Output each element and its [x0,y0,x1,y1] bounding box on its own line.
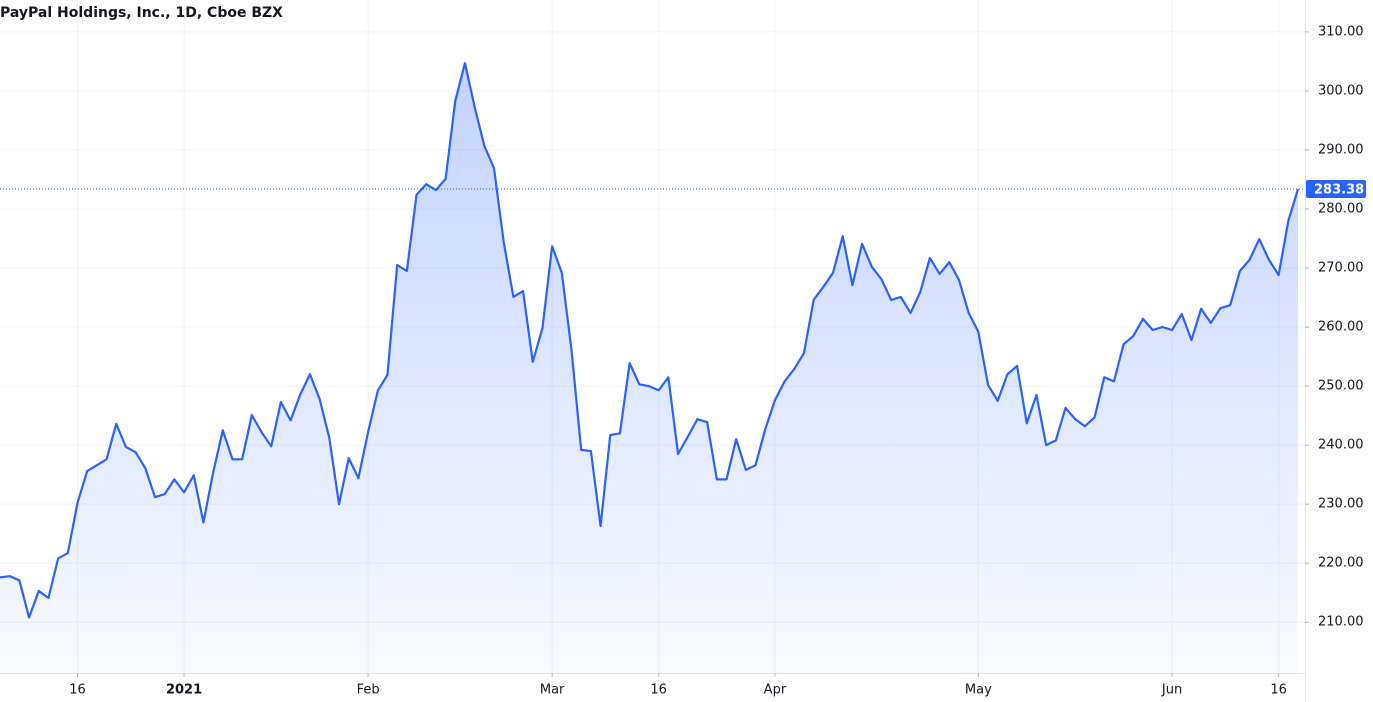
x-tick-label: 16 [650,683,667,698]
x-tick-label: Jun [1161,683,1182,698]
x-tick-label: Apr [764,683,787,698]
x-tick-label: 16 [1270,683,1287,698]
y-tick-label: 300.00 [1318,83,1364,98]
x-tick-label: 16 [69,683,86,698]
chart-title: PayPal Holdings, Inc., 1D, Cboe BZX [0,5,283,21]
y-tick-label: 280.00 [1318,201,1364,216]
axes: 210.00 220.00 230.00 240.00 250.00 260.00 270.… [69,24,1366,698]
y-tick-label: 310.00 [1318,24,1364,39]
y-tick-label: 230.00 [1318,497,1364,512]
x-tick-label: Mar [540,683,565,698]
last-value-label: 283.38 [1314,183,1364,198]
last-value-badge [1306,180,1366,199]
y-tick-label: 270.00 [1318,261,1364,276]
y-tick-label: 220.00 [1318,556,1364,571]
x-tick-label: 2021 [166,683,202,698]
y-tick-label: 250.00 [1318,379,1364,394]
area-fill [0,63,1298,674]
x-tick-label: Feb [357,683,380,698]
price-line [0,62,1300,619]
y-tick-label: 210.00 [1318,615,1364,630]
y-tick-label: 260.00 [1318,320,1364,335]
y-tick-label: 290.00 [1318,142,1364,157]
plot [0,62,1305,674]
x-tick-label: May [965,683,992,698]
y-tick-label: 240.00 [1318,438,1364,453]
